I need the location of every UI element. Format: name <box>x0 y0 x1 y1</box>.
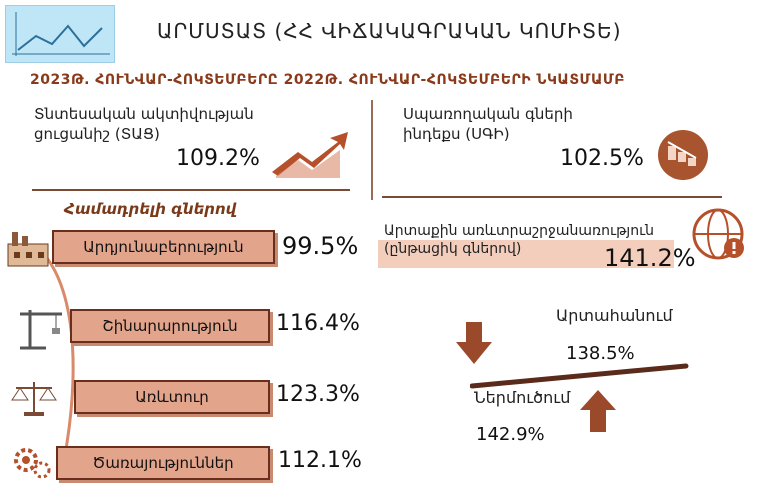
divider-right <box>382 196 722 198</box>
factory-icon <box>7 232 49 267</box>
export-value: 138.5% <box>566 343 635 364</box>
crane-icon <box>20 310 62 350</box>
import-up-arrow-icon <box>580 390 616 432</box>
trade-divider-line <box>470 363 689 389</box>
sector-value-industry: 99.5% <box>282 232 359 260</box>
growth-arrow-icon <box>272 132 348 178</box>
scales-icon <box>11 382 57 416</box>
chart-line-logo-icon <box>12 12 110 56</box>
sector-value-services: 112.1% <box>278 448 362 473</box>
cpi-label: Սպառողական գների ինդեքս (ՍԳԻ) <box>403 105 573 143</box>
export-down-arrow-icon <box>456 322 492 364</box>
import-label: Ներմուծում <box>474 388 571 407</box>
foreign-trade-label: Արտաքին առևտրաշրջանառություն (ընթացիկ գն… <box>384 223 655 257</box>
sector-bar-industry: Արդյունաբերություն <box>52 230 275 264</box>
foreign-trade-value: 141.2% <box>604 244 696 272</box>
armstat-logo <box>5 5 115 63</box>
page-title: ԱՐՄՍՏԱՏ (ՀՀ ՎԻՃԱԿԱԳՐԱԿԱՆ ԿՈՄԻՏԵ) <box>157 19 622 43</box>
page-subtitle: 2023Թ. ՀՈՒՆՎԱՐ-ՀՈԿՏԵՄԲԵՐԸ 2022Թ. ՀՈՒՆՎԱՐ… <box>30 72 625 88</box>
comparable-prices-label: Համադրելի գներով <box>64 200 237 218</box>
divider-left <box>32 189 350 191</box>
connector-curve <box>38 248 75 481</box>
sector-bar-services: Ծառայություններ <box>56 446 270 480</box>
globe-alert-icon <box>692 208 744 260</box>
export-label: Արտահանում <box>556 306 673 325</box>
sector-value-construction: 116.4% <box>276 311 360 336</box>
eai-label: Տնտեսական ակտիվության ցուցանիշ (ՏԱՑ) <box>34 105 254 143</box>
import-value: 142.9% <box>476 424 545 445</box>
eai-value: 109.2% <box>176 146 260 171</box>
sector-bar-trade: Առևտուր <box>74 380 270 414</box>
price-decline-icon <box>658 130 708 180</box>
sector-bar-construction: Շինարարություն <box>70 309 270 343</box>
gears-icon <box>14 448 51 479</box>
divider-vertical <box>371 100 373 200</box>
cpi-value: 102.5% <box>560 146 644 171</box>
sector-value-trade: 123.3% <box>276 382 360 407</box>
foreign-trade-highlight <box>378 240 674 268</box>
